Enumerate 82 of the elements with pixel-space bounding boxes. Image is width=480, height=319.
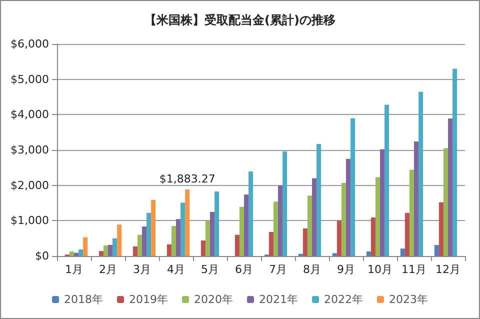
y-tick-label: $2,000	[10, 178, 49, 192]
bar	[366, 251, 371, 256]
bar	[443, 148, 448, 256]
bar	[278, 186, 283, 256]
bar	[69, 251, 74, 256]
bar	[244, 194, 249, 256]
bar	[112, 238, 118, 256]
x-tick-label: 9月	[337, 263, 355, 276]
bar	[248, 172, 254, 256]
x-tick-label: 10月	[368, 263, 392, 276]
x-tick-label: 3月	[133, 263, 151, 276]
bar	[400, 248, 405, 256]
legend-label: 2018年	[64, 293, 104, 306]
bar	[336, 220, 342, 256]
bar	[146, 212, 152, 256]
bar	[239, 206, 244, 256]
legend-label: 2020年	[194, 293, 234, 306]
bar	[273, 202, 278, 256]
bar	[438, 202, 444, 256]
legend-label: 2019年	[129, 293, 168, 306]
chart-title: 【米国株】受取配当金(累計)の推移	[144, 13, 336, 27]
bar	[98, 251, 104, 256]
bar	[316, 144, 322, 256]
legend-label: 2022年	[324, 293, 363, 306]
x-tick-label: 4月	[167, 263, 185, 276]
bar	[434, 245, 439, 256]
bar	[142, 226, 147, 256]
bar	[380, 149, 385, 256]
x-tick-label: 6月	[235, 263, 253, 276]
x-tick-label: 5月	[201, 263, 219, 276]
legend-label: 2023年	[388, 293, 428, 306]
bar	[414, 142, 419, 256]
bar	[384, 104, 390, 256]
bar	[370, 217, 376, 256]
y-tick-label: $3,000	[10, 144, 49, 156]
bar	[171, 226, 176, 256]
bar	[166, 244, 172, 256]
x-tick-label: 12月	[436, 263, 460, 276]
bar	[205, 220, 210, 256]
bar	[268, 232, 274, 256]
bar	[282, 151, 288, 256]
y-tick-label: $1,000	[10, 214, 49, 228]
bar	[302, 228, 308, 256]
y-tick-label: $6,000	[10, 38, 49, 50]
bar	[307, 196, 312, 256]
bar	[312, 178, 317, 256]
bar	[341, 182, 346, 256]
bar	[210, 212, 215, 256]
bar	[350, 118, 356, 256]
bar	[117, 224, 122, 256]
legend-label: 2021年	[259, 293, 298, 306]
y-tick-label: $5,000	[10, 72, 49, 86]
bar	[346, 158, 351, 256]
bar	[176, 219, 181, 256]
bar	[137, 234, 142, 256]
bar	[452, 68, 458, 256]
bar	[185, 189, 190, 256]
bar	[418, 92, 424, 256]
x-tick-label: 2月	[99, 263, 117, 276]
bar	[83, 237, 88, 256]
y-tick-label: $4,000	[10, 108, 49, 122]
x-tick-label: 8月	[303, 263, 321, 276]
x-tick-label: 11月	[402, 263, 426, 276]
bar	[375, 177, 380, 256]
bar	[214, 192, 220, 256]
bar	[404, 212, 410, 256]
bar	[103, 245, 108, 256]
bar	[448, 118, 453, 256]
bar	[332, 253, 337, 256]
bar	[74, 252, 79, 256]
bar	[78, 249, 84, 256]
bar	[409, 170, 414, 256]
bar	[180, 202, 186, 256]
bar	[132, 246, 138, 256]
data-label: $1,883.27	[159, 172, 216, 186]
x-tick-label: 7月	[269, 263, 287, 276]
x-tick-label: 1月	[65, 263, 83, 276]
bar	[234, 234, 240, 256]
bar	[200, 240, 206, 256]
bar	[108, 244, 113, 256]
y-tick-label: $0	[35, 250, 49, 262]
bar	[151, 200, 156, 256]
